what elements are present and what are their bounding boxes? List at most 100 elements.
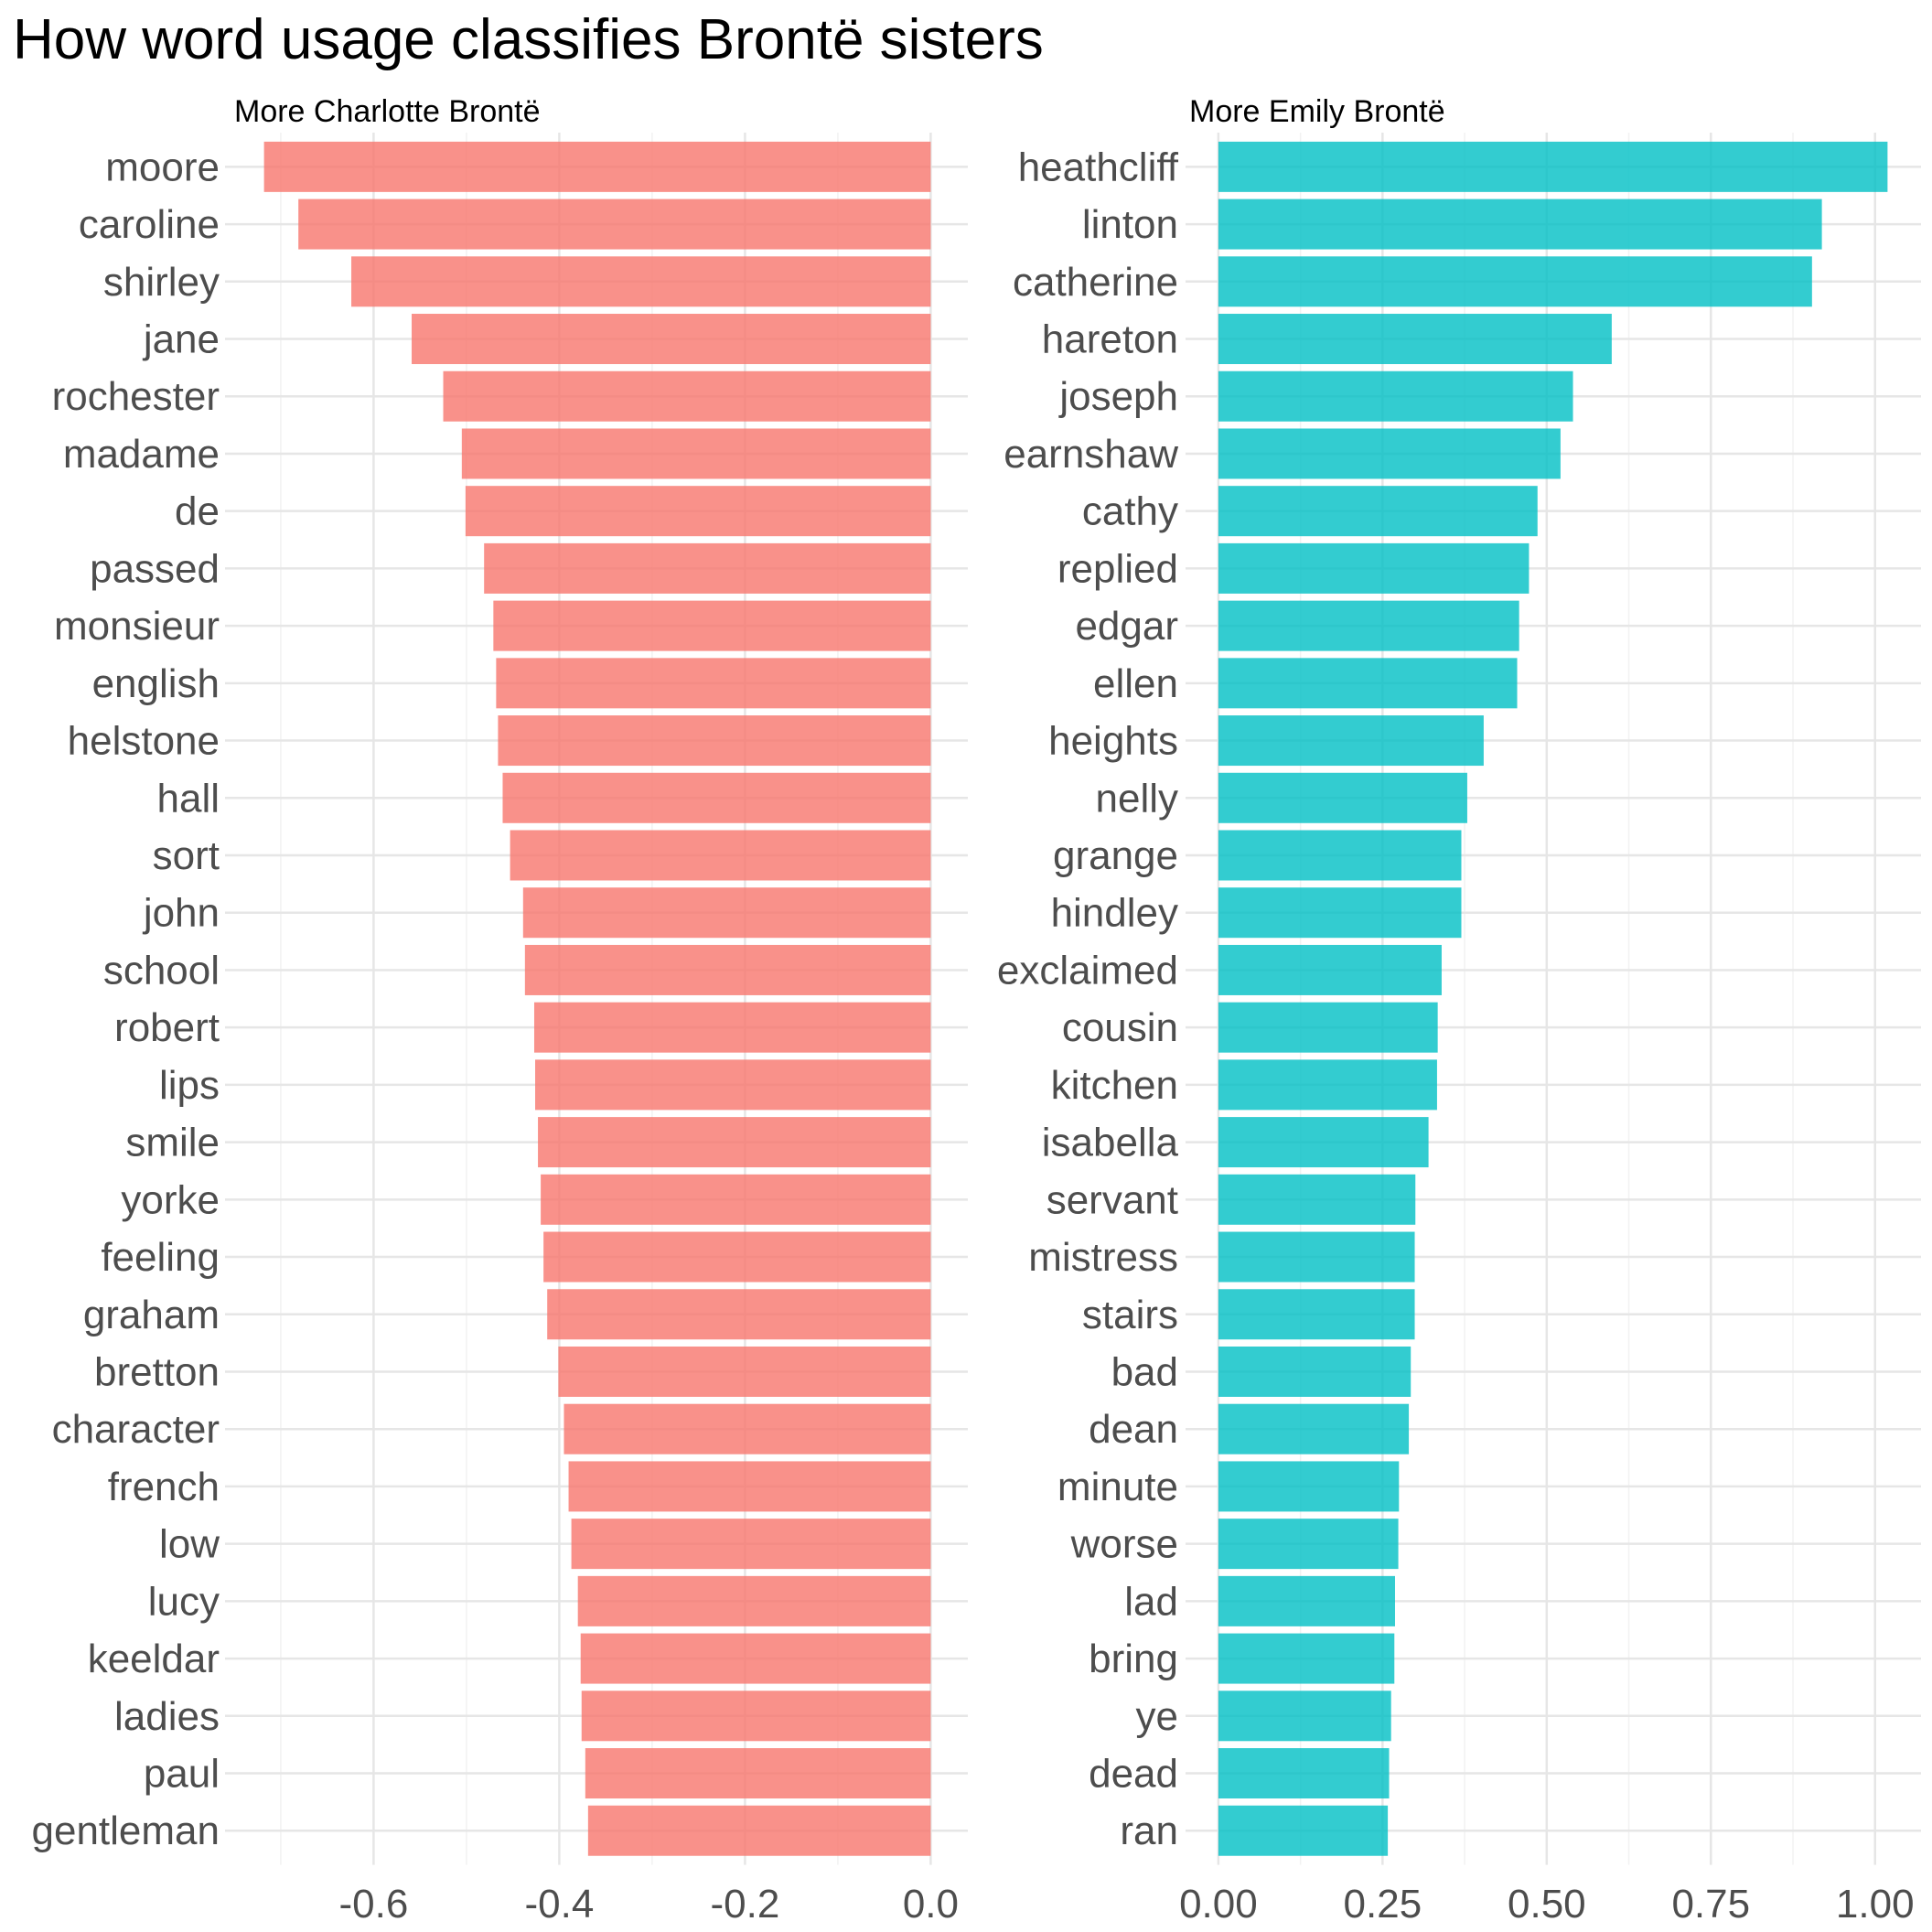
y-tick-label: ladies xyxy=(114,1694,220,1739)
bar-servant xyxy=(1218,1174,1416,1225)
panel-title: More Emily Brontë xyxy=(1189,94,1445,129)
bar-stairs xyxy=(1218,1289,1415,1340)
bar-catherine xyxy=(1218,256,1812,307)
y-tick-label: helstone xyxy=(68,719,220,764)
bar-hall xyxy=(502,772,931,823)
y-tick-label: lucy xyxy=(148,1579,220,1624)
bar-grange xyxy=(1218,830,1462,881)
bar-bad xyxy=(1218,1346,1411,1397)
bar-ran xyxy=(1218,1805,1389,1856)
y-tick-label: monsieur xyxy=(54,604,220,649)
bar-nelly xyxy=(1218,772,1467,823)
bar-english xyxy=(496,658,931,709)
y-tick-label: exclaimed xyxy=(997,948,1178,993)
y-tick-label: smile xyxy=(125,1121,220,1165)
bar-monsieur xyxy=(493,600,931,651)
bar-joseph xyxy=(1218,370,1573,422)
y-tick-label: isabella xyxy=(1042,1121,1179,1165)
y-tick-label: grange xyxy=(1053,833,1178,878)
bar-isabella xyxy=(1218,1117,1429,1168)
y-tick-label: rochester xyxy=(52,374,220,419)
bar-rochester xyxy=(443,370,931,422)
x-tick-label: 1.00 xyxy=(1836,1882,1915,1927)
y-tick-label: cousin xyxy=(1062,1005,1178,1050)
x-tick-label: 0.0 xyxy=(903,1882,959,1927)
bar-hareton xyxy=(1218,314,1612,365)
y-tick-label: kitchen xyxy=(1051,1063,1178,1108)
y-tick-label: minute xyxy=(1057,1465,1178,1509)
y-tick-label: school xyxy=(103,948,220,993)
y-tick-label: linton xyxy=(1082,202,1178,247)
y-tick-label: stairs xyxy=(1082,1293,1178,1337)
bar-mistress xyxy=(1218,1231,1415,1283)
bar-paul xyxy=(585,1748,931,1799)
x-tick-label: 0.00 xyxy=(1179,1882,1258,1927)
y-tick-label: replied xyxy=(1057,546,1178,591)
y-tick-label: cathy xyxy=(1082,489,1178,534)
bar-earnshaw xyxy=(1218,428,1561,479)
bar-lad xyxy=(1218,1575,1395,1626)
bar-passed xyxy=(484,542,931,594)
y-tick-label: de xyxy=(175,489,220,534)
bar-dead xyxy=(1218,1748,1390,1799)
bar-linton xyxy=(1218,199,1822,250)
y-tick-label: ye xyxy=(1136,1694,1178,1739)
y-tick-label: low xyxy=(159,1522,220,1567)
bar-smile xyxy=(538,1117,931,1168)
y-tick-label: hindley xyxy=(1051,891,1178,936)
y-tick-label: passed xyxy=(90,546,220,591)
y-tick-label: graham xyxy=(83,1293,220,1337)
bar-cousin xyxy=(1218,1002,1438,1053)
y-tick-label: madame xyxy=(63,432,220,477)
y-tick-label: servant xyxy=(1046,1177,1178,1222)
panel-title: More Charlotte Brontë xyxy=(234,94,541,129)
bar-john xyxy=(522,887,931,939)
y-tick-label: heights xyxy=(1048,719,1178,764)
bar-low xyxy=(571,1519,931,1570)
y-tick-label: character xyxy=(52,1407,220,1452)
y-tick-label: heathcliff xyxy=(1018,145,1179,189)
y-tick-label: earnshaw xyxy=(1004,432,1178,477)
y-tick-label: worse xyxy=(1070,1522,1178,1567)
y-tick-label: lad xyxy=(1124,1579,1178,1624)
y-tick-label: feeling xyxy=(101,1235,220,1280)
bar-ladies xyxy=(581,1690,931,1742)
y-tick-label: gentleman xyxy=(32,1809,220,1853)
bar-shirley xyxy=(351,256,931,307)
y-tick-label: hall xyxy=(157,776,220,821)
y-tick-label: joseph xyxy=(1057,374,1178,419)
y-tick-label: paul xyxy=(144,1752,220,1797)
y-tick-label: jane xyxy=(142,317,220,362)
y-tick-label: yorke xyxy=(121,1177,220,1222)
bar-madame xyxy=(461,428,931,479)
bar-french xyxy=(568,1461,931,1512)
bar-de xyxy=(465,486,931,537)
x-tick-label: 0.75 xyxy=(1671,1882,1750,1927)
bar-helstone xyxy=(498,715,931,767)
bar-bretton xyxy=(558,1346,931,1397)
y-tick-label: ran xyxy=(1120,1809,1178,1853)
bar-sort xyxy=(510,830,931,881)
bar-bring xyxy=(1218,1633,1395,1684)
bar-robert xyxy=(533,1002,931,1053)
bar-character xyxy=(564,1403,931,1454)
bar-feeling xyxy=(543,1231,931,1283)
bar-replied xyxy=(1218,542,1530,594)
bar-lucy xyxy=(577,1575,931,1626)
bar-keeldar xyxy=(580,1633,931,1684)
bar-hindley xyxy=(1218,887,1462,939)
y-tick-label: bring xyxy=(1089,1637,1178,1681)
y-tick-label: french xyxy=(108,1465,220,1509)
y-tick-label: catherine xyxy=(1013,260,1178,305)
bar-ye xyxy=(1218,1690,1391,1742)
y-tick-label: mistress xyxy=(1028,1235,1178,1280)
y-tick-label: caroline xyxy=(79,202,220,247)
bar-kitchen xyxy=(1218,1059,1437,1111)
bar-edgar xyxy=(1218,600,1519,651)
bar-caroline xyxy=(298,199,931,250)
y-tick-label: hareton xyxy=(1042,317,1178,362)
x-tick-label: -0.2 xyxy=(710,1882,779,1927)
bar-worse xyxy=(1218,1519,1399,1570)
y-tick-label: ellen xyxy=(1093,661,1178,706)
